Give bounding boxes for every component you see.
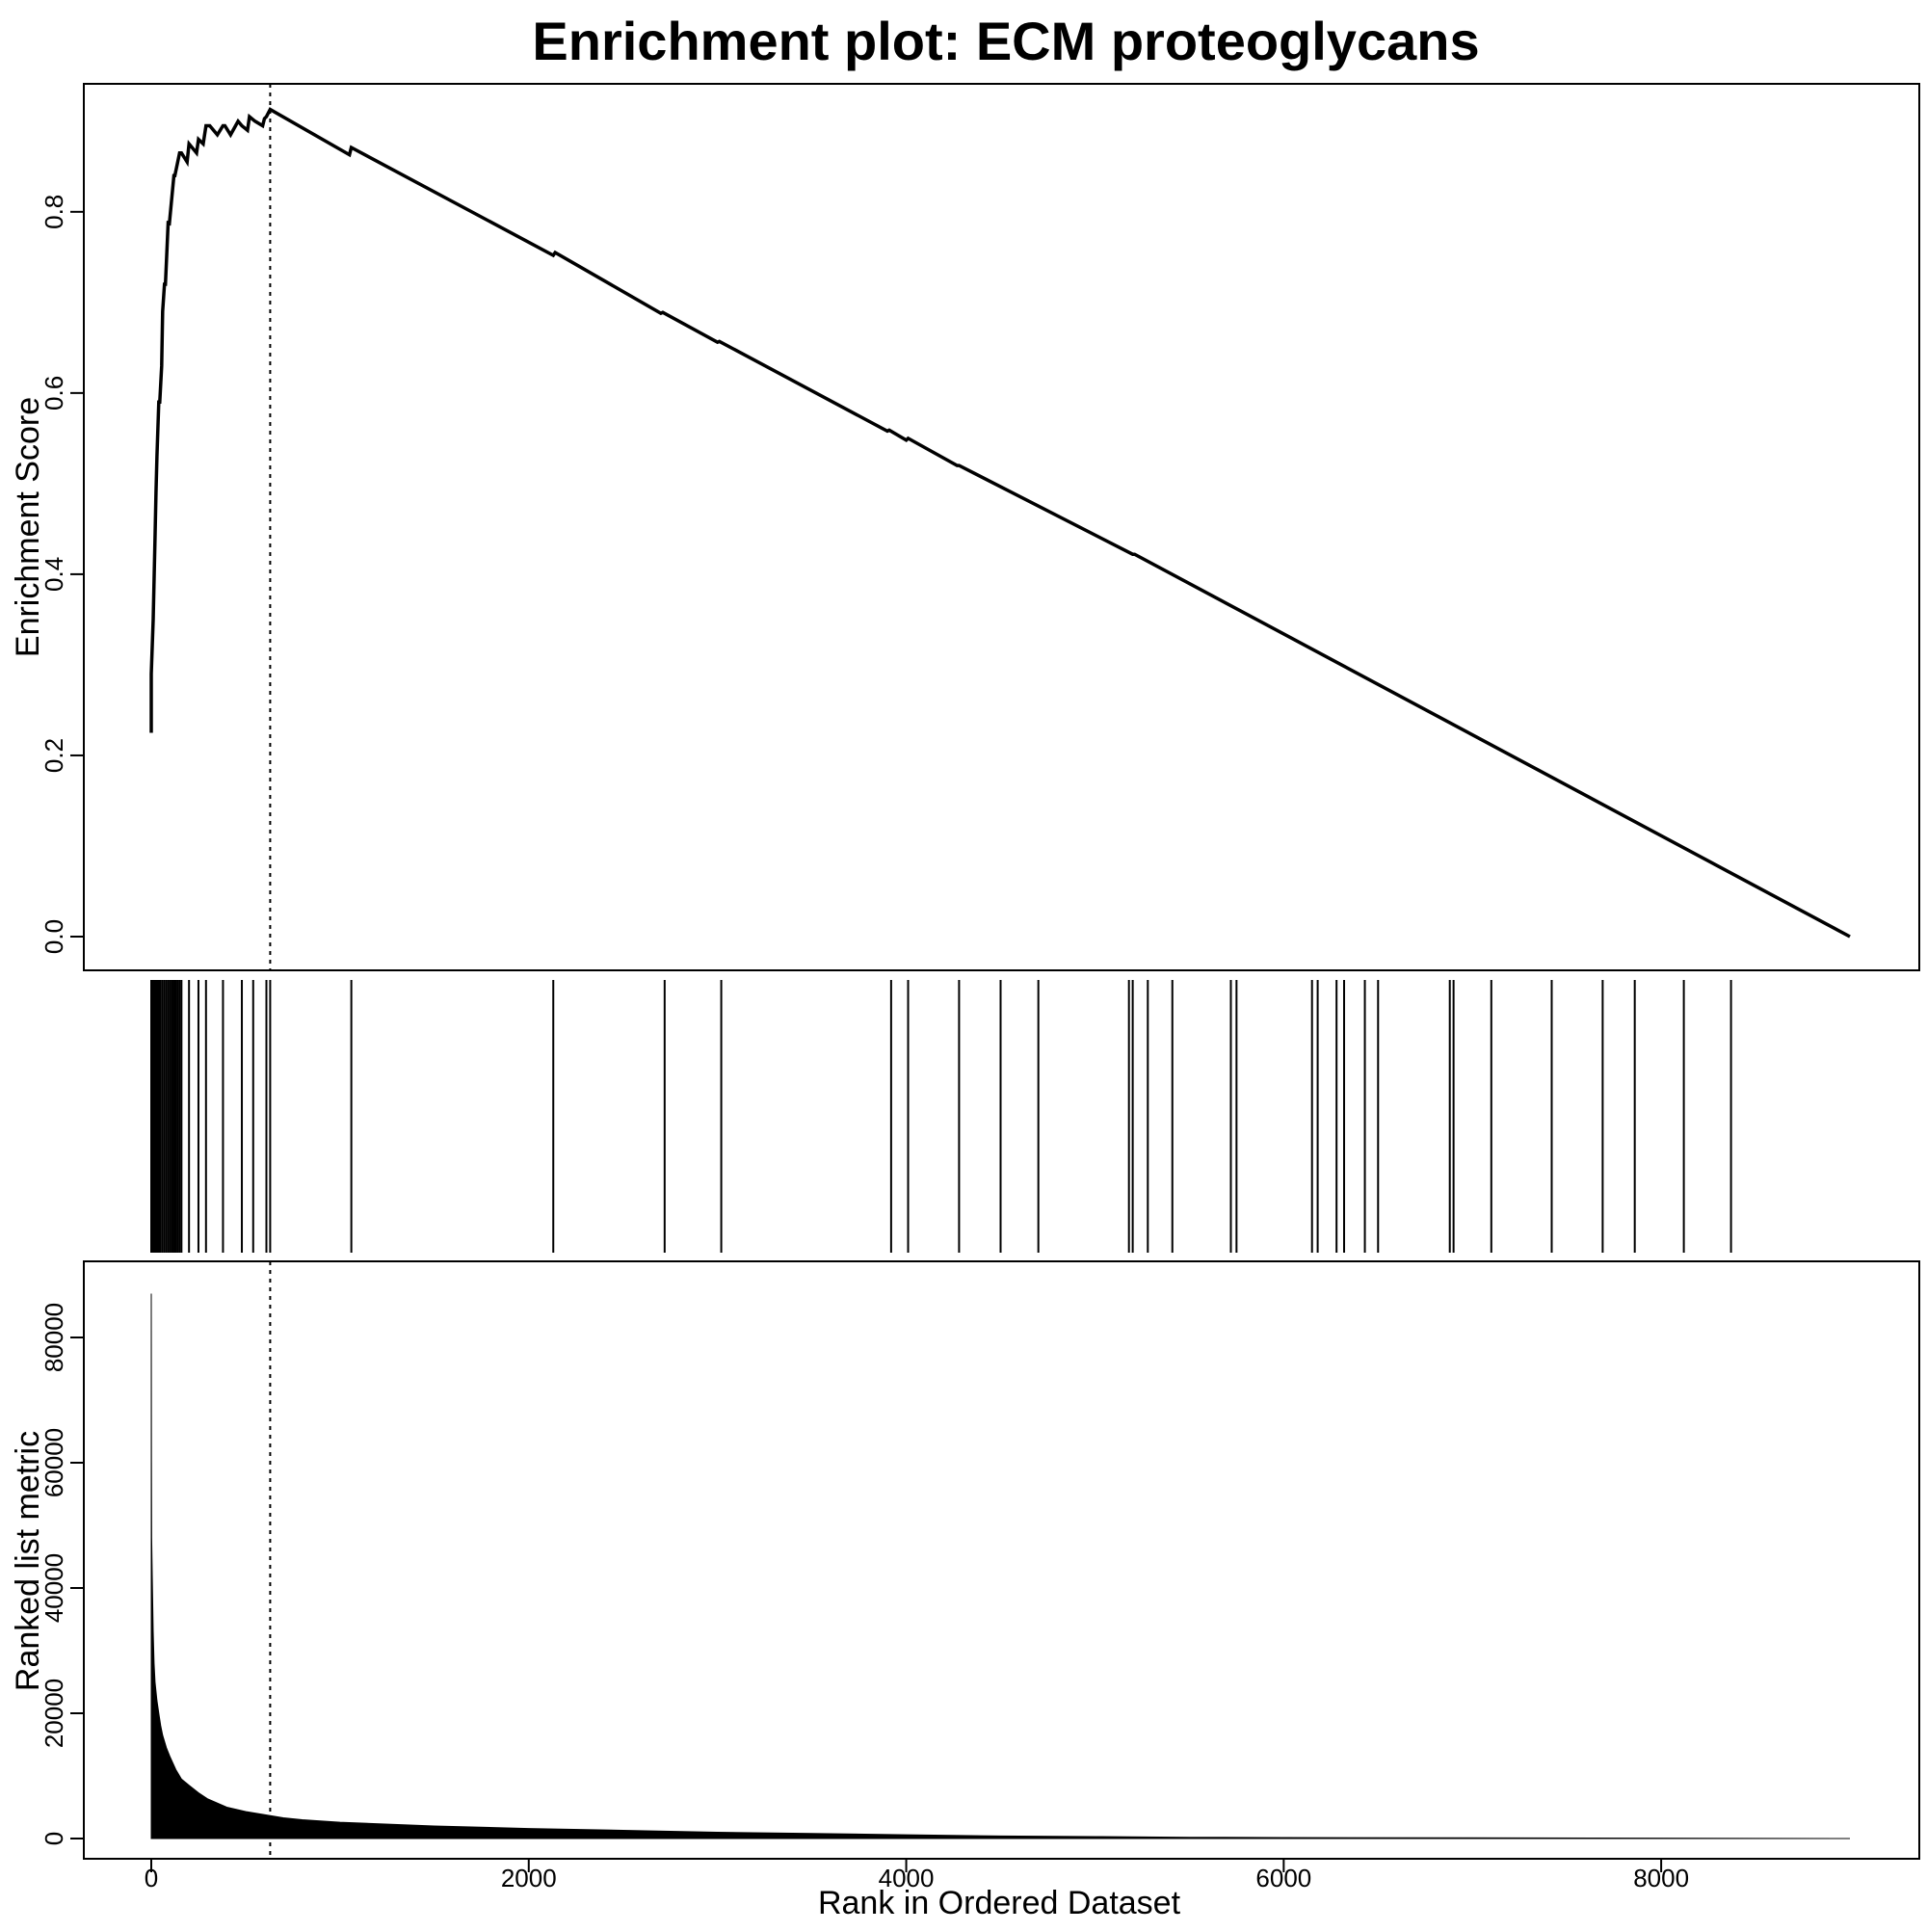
ranked-y-tick-label: 80000 <box>40 1303 68 1372</box>
enrichment-y-axis-label: Enrichment Score <box>10 397 46 657</box>
x-tick-label: 2000 <box>501 1864 557 1892</box>
ranked-y-axis-label: Ranked list metric <box>10 1431 46 1691</box>
chart-title: Enrichment plot: ECM proteoglycans <box>532 11 1479 71</box>
enrichment-y-tick-label: 0.0 <box>40 919 68 954</box>
ranked-panel-frame <box>83 1260 1920 1860</box>
enrichment-y-tick-label: 0.2 <box>40 738 68 773</box>
x-tick-label: 6000 <box>1255 1864 1311 1892</box>
ranked-y-tick-label: 0 <box>40 1832 68 1845</box>
enrichment-score-panel: 0.0 0.2 0.4 0.6 0.8 Enrichment Score <box>10 83 1920 971</box>
enrichment-y-tick-label: 0.6 <box>40 376 68 410</box>
ranked-y-tick-label: 20000 <box>40 1679 68 1748</box>
x-axis-label: Rank in Ordered Dataset <box>818 1885 1181 1921</box>
enrichment-y-tick-label: 0.8 <box>40 195 68 229</box>
enrichment-y-tick-label: 0.4 <box>40 557 68 592</box>
enrichment-panel-frame <box>83 83 1920 971</box>
x-tick-label: 8000 <box>1633 1864 1689 1892</box>
ranked-y-tick-label: 40000 <box>40 1553 68 1623</box>
x-tick-label: 4000 <box>879 1864 935 1892</box>
ranked-y-axis: 0 20000 40000 60000 80000 <box>40 1303 85 1845</box>
enrichment-y-axis: 0.0 0.2 0.4 0.6 0.8 <box>40 195 85 954</box>
ranked-y-tick-label: 60000 <box>40 1428 68 1497</box>
ranked-x-axis: 0 2000 4000 6000 8000 <box>145 1858 1689 1892</box>
ranked-metric-area <box>150 1293 1851 1839</box>
x-tick-label: 0 <box>145 1864 158 1892</box>
enrichment-score-line <box>149 107 1851 939</box>
hit-positions-panel <box>150 980 1732 1253</box>
